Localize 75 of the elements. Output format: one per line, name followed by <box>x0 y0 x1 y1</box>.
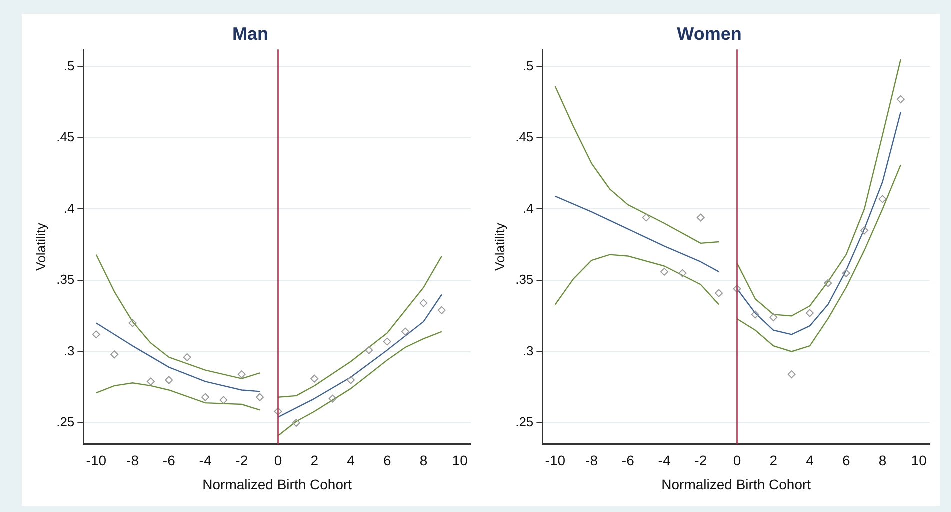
x-tick-label: 8 <box>420 452 428 469</box>
point <box>733 285 742 294</box>
point <box>310 374 319 383</box>
y-tick-label: .35 <box>56 272 75 288</box>
point <box>146 378 155 386</box>
y-axis-title: Volatility <box>492 222 508 271</box>
y-tick-label: .3 <box>522 343 534 358</box>
point <box>402 328 410 336</box>
x-axis-title: Normalized Birth Cohort <box>662 476 812 492</box>
point <box>202 393 210 402</box>
point <box>110 350 119 359</box>
point <box>92 330 100 339</box>
x-tick-label: -10 <box>86 452 107 469</box>
x-tick-label: 10 <box>452 452 468 469</box>
point <box>420 299 428 308</box>
y-tick-label: .25 <box>516 414 534 430</box>
point <box>678 269 687 278</box>
x-tick-label: -8 <box>126 452 140 469</box>
x-tick-label: -10 <box>545 452 566 469</box>
chart-title: Women <box>677 24 742 44</box>
x-tick-label: 6 <box>842 452 850 469</box>
point <box>346 376 355 384</box>
x-tick-label: 4 <box>806 452 814 469</box>
point <box>751 310 760 319</box>
x-tick-label: -2 <box>694 452 708 469</box>
y-tick-label: .3 <box>64 343 75 358</box>
point <box>365 346 374 354</box>
point <box>128 319 137 328</box>
point <box>238 370 246 379</box>
x-tick-label: 2 <box>770 452 778 469</box>
x-tick-label: 2 <box>310 452 319 469</box>
y-tick-label: .5 <box>64 58 75 74</box>
point <box>220 396 228 404</box>
point <box>788 370 796 379</box>
x-tick-label: 6 <box>383 452 392 469</box>
x-tick-label: -2 <box>236 452 248 469</box>
point <box>383 338 392 346</box>
point <box>292 419 300 428</box>
point <box>770 314 778 322</box>
x-tick-label: -6 <box>162 452 176 469</box>
point <box>842 269 850 278</box>
point <box>896 95 905 104</box>
point <box>860 226 869 235</box>
x-tick-label: -4 <box>199 452 212 469</box>
point <box>824 279 832 288</box>
chart-title: Man <box>232 24 268 44</box>
y-tick-label: .35 <box>516 272 534 288</box>
point <box>438 306 446 314</box>
y-tick-label: .25 <box>56 414 75 430</box>
x-tick-label: 0 <box>733 452 742 469</box>
y-tick-label: .45 <box>56 130 75 145</box>
x-tick-label: 4 <box>347 452 356 469</box>
point <box>274 408 282 416</box>
y-tick-label: .45 <box>516 130 534 145</box>
x-tick-label: 0 <box>274 452 282 469</box>
point <box>696 214 705 222</box>
x-axis-title: Normalized Birth Cohort <box>202 476 352 492</box>
point <box>878 195 887 204</box>
point <box>660 268 669 276</box>
point <box>642 214 650 222</box>
point <box>806 309 814 318</box>
point <box>183 353 192 362</box>
x-tick-label: -4 <box>658 452 671 469</box>
x-tick-label: 10 <box>911 452 928 469</box>
x-tick-label: -8 <box>586 452 598 469</box>
point <box>165 376 174 384</box>
point <box>256 393 264 402</box>
y-tick-label: .4 <box>64 200 75 216</box>
point <box>328 394 337 403</box>
y-tick-label: .5 <box>522 58 534 74</box>
x-tick-label: 8 <box>878 452 887 469</box>
y-tick-label: .4 <box>522 200 534 216</box>
point <box>715 289 724 298</box>
y-axis-title: Volatility <box>33 222 48 271</box>
x-tick-label: -6 <box>622 452 635 469</box>
